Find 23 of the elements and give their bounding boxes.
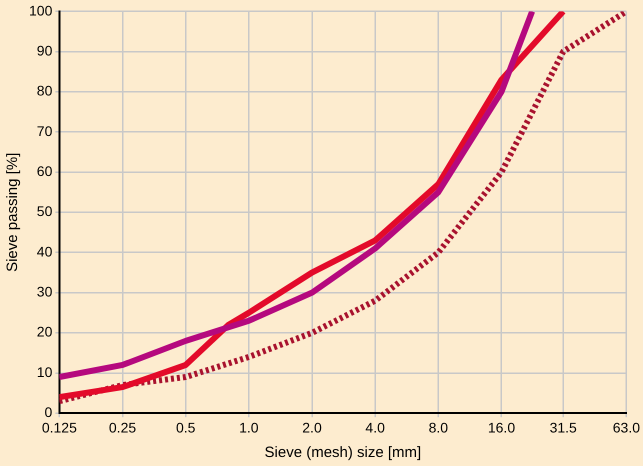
x-tick-label: 8.0 — [428, 419, 448, 436]
x-tick-label: 1.0 — [239, 419, 259, 436]
x-tick-label: 16.0 — [488, 419, 516, 436]
y-tick-label: 20 — [36, 324, 53, 340]
x-axis-title: Sieve (mesh) size [mm] — [264, 444, 422, 462]
y-tick-label: 80 — [36, 82, 53, 99]
x-tick-label: 0.5 — [176, 419, 196, 436]
y-tick-label: 40 — [36, 243, 53, 260]
x-tick-label: 0.125 — [42, 419, 78, 436]
y-tick-label: 70 — [36, 122, 53, 139]
y-tick-label: 30 — [36, 284, 53, 300]
y-tick-label: 60 — [36, 162, 53, 179]
x-tick-label: 31.5 — [550, 419, 578, 436]
x-tick-label: 2.0 — [302, 419, 322, 436]
y-axis-title: Sieve passing [%] — [4, 152, 22, 272]
y-tick-label: 90 — [36, 42, 53, 58]
x-tick-label: 63.0 — [612, 419, 640, 436]
x-tick-label: 0.25 — [108, 419, 136, 436]
y-tick-label: 50 — [36, 203, 53, 220]
y-tick-label: 10 — [36, 364, 53, 380]
x-tick-label: 4.0 — [365, 419, 386, 436]
y-tick-label: 100 — [29, 2, 53, 18]
y-tick-label: 0 — [44, 404, 53, 420]
